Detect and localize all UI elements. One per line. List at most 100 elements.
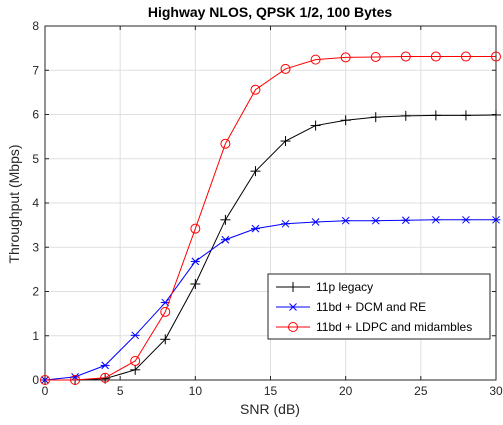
- y-tick-label: 5: [32, 152, 39, 166]
- legend-entry: 11bd + DCM and RE: [276, 300, 426, 314]
- data-point: [371, 216, 381, 225]
- data-point: [190, 223, 201, 234]
- circle-marker-shape: [430, 51, 441, 62]
- data-point: [400, 51, 411, 62]
- data-point: [250, 166, 261, 177]
- data-point: [250, 84, 261, 95]
- legend-box: [267, 273, 491, 340]
- grid: [44, 25, 497, 381]
- asterisk-marker-d2: [251, 224, 260, 233]
- data-point: [100, 361, 110, 370]
- asterisk-marker-d2: [161, 298, 170, 307]
- series-1: [40, 215, 501, 384]
- circle-marker-shape: [288, 322, 298, 332]
- circle-marker-shape: [310, 54, 321, 65]
- asterisk-marker-d2: [341, 216, 350, 225]
- data-point: [370, 112, 381, 123]
- asterisk-marker-d2: [281, 219, 290, 228]
- asterisk-marker-d2: [289, 303, 297, 311]
- data-point: [430, 110, 441, 121]
- data-point: [220, 138, 231, 149]
- legend-entry: 11bd + LDPC and midambles: [276, 320, 472, 334]
- x-tick-label: 5: [117, 384, 124, 398]
- data-point: [370, 51, 381, 62]
- x-tick-label: 10: [189, 384, 203, 398]
- data-point: [310, 54, 321, 65]
- circle-marker-shape: [100, 372, 111, 383]
- x-tick-label: 30: [489, 384, 503, 398]
- data-point: [250, 224, 260, 233]
- circle-marker-shape: [190, 223, 201, 234]
- circle-marker-shape: [40, 375, 50, 385]
- data-point: [130, 355, 141, 366]
- legend-label: 11bd + DCM and RE: [316, 300, 426, 314]
- circle-marker: [288, 322, 298, 332]
- x-tick-label: 15: [264, 384, 278, 398]
- asterisk-marker-d2: [191, 257, 200, 266]
- data-point: [281, 219, 291, 228]
- circle-marker-shape: [70, 375, 81, 385]
- y-axis-label: Throughput (Mbps): [6, 144, 22, 263]
- x-tick-label: 20: [339, 384, 353, 398]
- circle-marker-shape: [160, 306, 171, 317]
- y-tick-label: 1: [32, 329, 39, 343]
- series-group: [40, 51, 501, 385]
- data-point: [310, 120, 321, 131]
- x-tick-label: 0: [42, 384, 49, 398]
- data-point: [461, 215, 471, 224]
- chart-title: Highway NLOS, QPSK 1/2, 100 Bytes: [148, 4, 393, 20]
- asterisk-marker-d2: [71, 373, 79, 381]
- data-point: [460, 51, 471, 62]
- y-tick-label: 7: [32, 63, 39, 77]
- circle-marker-shape: [460, 51, 471, 62]
- x-tick-label: 25: [414, 384, 428, 398]
- plus-marker: [288, 282, 298, 292]
- series-0: [40, 109, 501, 385]
- legend-label: 11bd + LDPC and midambles: [316, 320, 472, 334]
- asterisk-marker-d2: [462, 215, 470, 224]
- asterisk-marker-d2: [221, 235, 230, 244]
- circle-marker-shape: [400, 51, 411, 62]
- asterisk-marker-d2: [101, 361, 109, 370]
- series-line: [45, 114, 497, 381]
- series-line: [44, 219, 496, 381]
- data-point: [130, 364, 141, 375]
- y-tick-label: 0: [32, 373, 39, 387]
- y-tick-label: 6: [32, 108, 39, 122]
- circle-marker-shape: [370, 51, 381, 62]
- data-point: [130, 331, 140, 340]
- data-point: [401, 216, 411, 225]
- data-point: [430, 51, 441, 62]
- data-point: [491, 215, 501, 224]
- data-point: [340, 52, 351, 63]
- legend: 11p legacy 11bd + DCM and RE 11bd + LDPC a…: [267, 273, 491, 340]
- x-axis-label: SNR (dB): [240, 401, 300, 417]
- data-point: [431, 215, 441, 224]
- circle-marker-shape: [250, 84, 261, 95]
- y-tick-label: 8: [32, 19, 39, 33]
- data-point: [400, 110, 411, 121]
- circle-marker-shape: [491, 51, 501, 62]
- data-point: [341, 216, 351, 225]
- asterisk-marker-d2: [401, 216, 410, 225]
- asterisk-marker-d2: [131, 331, 140, 340]
- data-point: [160, 334, 171, 345]
- data-point: [491, 51, 501, 62]
- ticks: 0 5 10 15 20 25 30 0 1 2 3 4 5 6 7 8: [32, 19, 503, 398]
- y-tick-label: 2: [32, 285, 39, 299]
- data-point: [280, 136, 291, 147]
- data-point: [100, 372, 111, 383]
- asterisk-marker-d2: [492, 215, 500, 224]
- data-point: [220, 235, 230, 244]
- circle-marker-shape: [340, 52, 351, 63]
- circle-marker-shape: [220, 138, 231, 149]
- data-point: [220, 214, 231, 225]
- series-2: [40, 51, 501, 385]
- y-tick-label: 3: [32, 240, 39, 254]
- data-point: [40, 375, 50, 385]
- data-point: [160, 306, 171, 317]
- data-point: [311, 218, 321, 226]
- asterisk-marker-d2: [371, 216, 380, 225]
